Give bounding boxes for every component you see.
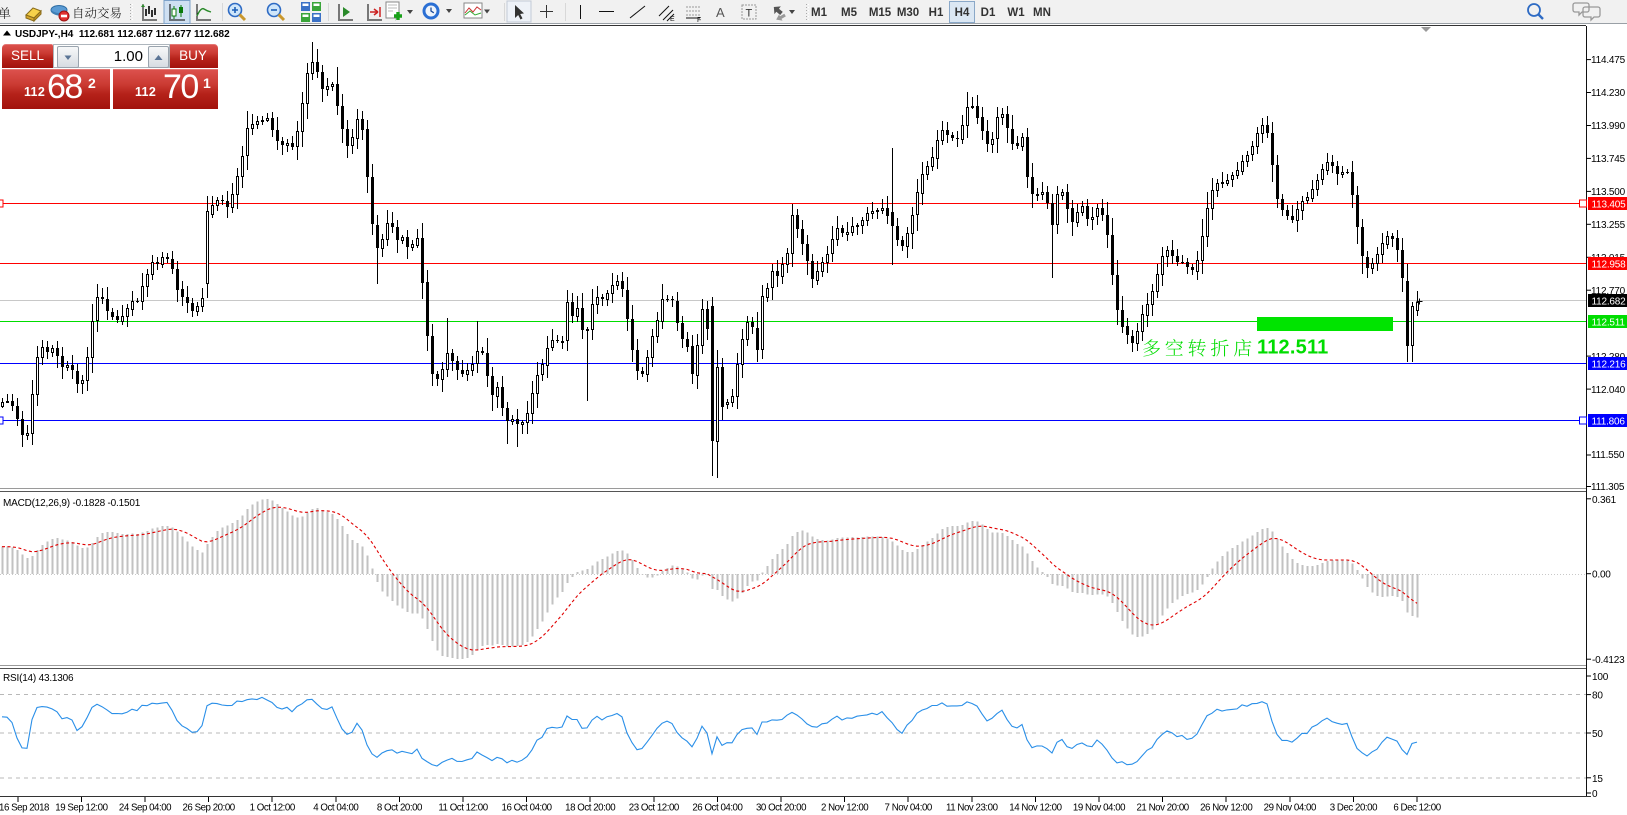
svg-text:30 Oct 20:00: 30 Oct 20:00 [756,803,807,814]
svg-text:18 Oct 20:00: 18 Oct 20:00 [565,803,616,814]
svg-text:29 Nov 04:00: 29 Nov 04:00 [1264,803,1317,814]
svg-text:H1: H1 [929,7,944,19]
svg-text:16 Oct 04:00: 16 Oct 04:00 [502,803,553,814]
svg-text:111.806: 111.806 [1592,417,1626,428]
svg-text:F: F [697,17,701,24]
svg-text:0.00: 0.00 [1592,570,1611,581]
svg-text:D1: D1 [981,7,996,19]
svg-text:M15: M15 [869,7,892,19]
svg-text:19 Nov 04:00: 19 Nov 04:00 [1073,803,1126,814]
svg-text:112.682: 112.682 [1592,297,1627,308]
svg-text:113.990: 113.990 [1591,121,1626,132]
svg-text:80: 80 [1592,691,1603,702]
svg-text:114.230: 114.230 [1591,88,1626,99]
svg-text:MACD(12,26,9) -0.1828 -0.1501: MACD(12,26,9) -0.1828 -0.1501 [3,498,141,509]
svg-text:E: E [670,16,675,23]
svg-text:19 Sep 12:00: 19 Sep 12:00 [55,803,108,814]
svg-text:W1: W1 [1007,7,1025,19]
svg-text:112.040: 112.040 [1591,385,1626,396]
svg-text:16 Sep 2018: 16 Sep 2018 [0,803,49,814]
svg-text:112.511: 112.511 [1257,337,1329,359]
svg-text:H4: H4 [955,7,970,19]
svg-text:114.475: 114.475 [1591,55,1626,66]
svg-text:T: T [746,8,753,20]
svg-text:23 Oct 12:00: 23 Oct 12:00 [629,803,680,814]
svg-text:113.500: 113.500 [1591,187,1626,198]
svg-text:6 Dec 12:00: 6 Dec 12:00 [1393,803,1441,814]
svg-text:M1: M1 [811,7,828,19]
svg-text:RSI(14) 43.1306: RSI(14) 43.1306 [3,673,74,684]
svg-text:21 Nov 20:00: 21 Nov 20:00 [1136,803,1189,814]
svg-text:0.361: 0.361 [1592,495,1617,506]
svg-text:113.255: 113.255 [1591,220,1626,231]
svg-text:112.511: 112.511 [1592,318,1626,329]
svg-text:2 Nov 12:00: 2 Nov 12:00 [821,803,869,814]
svg-text:A: A [716,5,725,20]
svg-text:8 Oct 20:00: 8 Oct 20:00 [377,803,423,814]
svg-text:MN: MN [1033,7,1051,19]
svg-text:4 Oct 04:00: 4 Oct 04:00 [313,803,359,814]
svg-text:111.550: 111.550 [1591,450,1625,461]
svg-text:USDJPY-,H4 112.681 112.687 11: USDJPY-,H4 112.681 112.687 112.677 112.6… [15,29,230,40]
svg-text:1 Oct 12:00: 1 Oct 12:00 [250,803,296,814]
svg-text:15: 15 [1592,774,1603,785]
svg-text:M30: M30 [897,7,919,19]
svg-text:113.745: 113.745 [1591,154,1626,165]
svg-text:113.405: 113.405 [1592,200,1627,211]
svg-text:7 Nov 04:00: 7 Nov 04:00 [885,803,933,814]
svg-text:24 Sep 04:00: 24 Sep 04:00 [119,803,172,814]
svg-text:14 Nov 12:00: 14 Nov 12:00 [1009,803,1062,814]
svg-text:11 Oct 12:00: 11 Oct 12:00 [438,803,488,814]
svg-text:112.770: 112.770 [1591,286,1626,297]
svg-text:11 Nov 23:00: 11 Nov 23:00 [946,803,999,814]
svg-text:26 Nov 12:00: 26 Nov 12:00 [1200,803,1253,814]
svg-text:3 Dec 20:00: 3 Dec 20:00 [1330,803,1378,814]
svg-text:M5: M5 [841,7,858,19]
svg-text:100: 100 [1592,672,1609,683]
svg-text:26 Oct 04:00: 26 Oct 04:00 [692,803,743,814]
svg-text:0: 0 [1592,789,1598,800]
svg-text:26 Sep 20:00: 26 Sep 20:00 [182,803,235,814]
svg-text:50: 50 [1592,729,1603,740]
svg-text:111.305: 111.305 [1591,482,1625,493]
svg-text:112.216: 112.216 [1592,360,1627,371]
svg-text:-0.4123: -0.4123 [1592,655,1625,666]
svg-text:112.958: 112.958 [1592,260,1627,271]
